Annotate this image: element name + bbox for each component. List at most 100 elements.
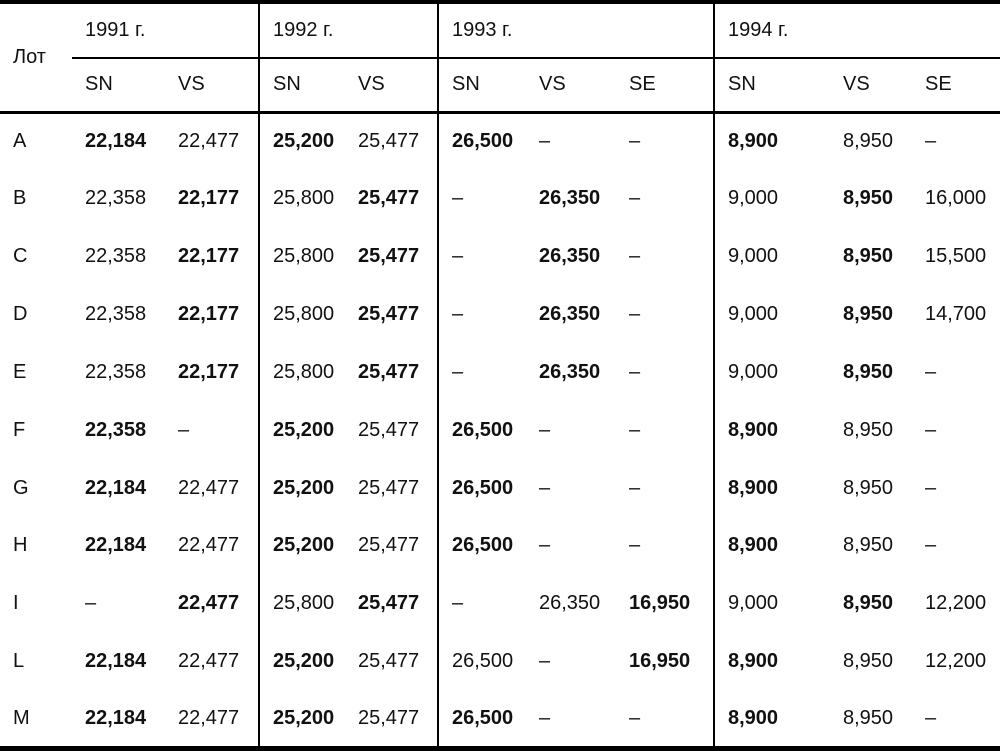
cell-M-sn-1991: 22,184: [85, 706, 147, 729]
cell-I-sn-1992: 25,800: [273, 592, 335, 615]
cell-I-sn-1994: 9,000: [728, 592, 779, 615]
table-row-F: F 22,358–25,200 25,477 26,500– –8,900 8,950–: [0, 401, 1000, 460]
col-header-sn-1994: SN: [714, 58, 830, 114]
cell-L-se-1994: 12,200: [925, 650, 987, 673]
cell-D-sn-1993: –: [452, 303, 464, 325]
cell-M-vs-1992: 25,477: [345, 690, 439, 749]
col-header-vs-1993: VS: [526, 58, 616, 114]
cell-F-sn-1991: 22,358: [85, 418, 147, 441]
year-header-1992: 1992 г.: [259, 2, 439, 59]
cell-B-sn-1991: 22,358: [85, 187, 147, 210]
cell-D-sn-1992: 25,800: [273, 303, 335, 325]
cell-M-sn-1993: 26,500: [452, 706, 514, 729]
cell-F-sn-1994: 8,900: [728, 418, 779, 441]
cell-H-sn-1991: 22,184: [85, 534, 147, 557]
cell-A-sn-1991: 22,184: [85, 130, 147, 153]
cell-H-sn-1993: 26,500: [452, 534, 514, 557]
cell-H-vs-1994: 8,950: [843, 534, 894, 557]
cell-L-sn-1991: 22,184: [85, 650, 147, 673]
cell-G-sn-1994: 8,900: [728, 476, 779, 499]
cell-F-vs-1994: 8,950: [843, 418, 894, 441]
table-row-H: H 22,184 22,477 25,200 25,477 26,500– –8,900 8,…: [0, 517, 1000, 575]
cell-L-sn-1994: 8,900: [728, 650, 779, 673]
cell-I-sn-1991: –: [85, 592, 97, 615]
row-label-B: B: [13, 187, 27, 210]
cell-D-se-1994: 14,700: [925, 303, 987, 325]
cell-M-sn-1994: 8,900: [728, 706, 779, 729]
year-header-row: Лот 1991 г. 1992 г. 1993 г. 1994 г.: [0, 2, 1000, 114]
cell-E-sn-1993: –: [452, 360, 464, 383]
cell-C-vs-1992: 25,477: [345, 227, 439, 286]
cell-M-vs-1991: 22,477: [165, 690, 260, 749]
row-label-C: C: [13, 245, 28, 268]
cell-H-sn-1994: 8,900: [728, 534, 779, 557]
cell-M-se-1993: –: [616, 690, 715, 749]
row-label-H: H: [13, 534, 28, 557]
cell-B-sn-1992: 25,800: [273, 187, 335, 210]
cell-D-vs-1992: 25,477: [345, 285, 439, 344]
col-header-sn-1991: SN: [72, 58, 165, 114]
cell-C-vs-1994: 8,950: [843, 245, 894, 268]
cell-C-vs-1991: 22,177: [165, 227, 260, 286]
cell-E-vs-1993: 26,350: [539, 360, 601, 383]
table-row-G: G 22,184 22,477 25,200 25,477 26,500– –8,900 8,…: [0, 459, 1000, 518]
cell-C-sn-1993: –: [452, 245, 464, 268]
table-body: A 22,184 22,477 25,200 25,477 26,500– –8,900 8,…: [0, 112, 1000, 749]
cell-E-sn-1991: 22,358: [85, 360, 147, 383]
cell-G-sn-1993: 26,500: [452, 476, 514, 499]
cell-H-se-1994: –: [925, 534, 937, 557]
cell-A-vs-1992: 25,477: [345, 112, 439, 170]
row-label-G: G: [13, 476, 29, 499]
cell-F-sn-1993: 26,500: [452, 418, 514, 441]
cell-E-se-1993: –: [616, 343, 715, 402]
col-header-se-1993: SE: [616, 58, 715, 114]
row-label-L: L: [13, 650, 25, 673]
col-header-se-1994: SE: [912, 58, 1000, 114]
year-header-1991: 1991 г.: [72, 2, 260, 59]
cell-E-vs-1992: 25,477: [345, 343, 439, 402]
cell-F-vs-1991: –: [165, 401, 260, 460]
cell-M-vs-1993: –: [539, 706, 551, 729]
subcolumn-header-row: SN VS SN VS SN VS SE SN VS SE: [0, 58, 1000, 114]
cell-B-vs-1991: 22,177: [165, 169, 260, 228]
year-header-1993: 1993 г.: [438, 2, 715, 59]
cell-E-vs-1994: 8,950: [843, 360, 894, 383]
table-row-B: B 22,358 22,177 25,800 25,477–26,350–9,000 8,…: [0, 169, 1000, 228]
cell-L-se-1993: 16,950: [616, 632, 715, 691]
cell-L-vs-1991: 22,477: [165, 632, 260, 691]
cell-L-vs-1993: –: [539, 650, 551, 673]
cell-A-sn-1993: 26,500: [452, 130, 514, 153]
cell-I-vs-1993: 26,350: [539, 592, 601, 615]
cell-E-sn-1992: 25,800: [273, 360, 335, 383]
cell-M-vs-1994: 8,950: [843, 706, 894, 729]
cell-G-sn-1991: 22,184: [85, 476, 147, 499]
cell-G-se-1994: –: [925, 476, 937, 499]
cell-G-se-1993: –: [616, 459, 715, 518]
cell-A-sn-1992: 25,200: [273, 130, 335, 153]
cell-D-sn-1994: 9,000: [728, 303, 779, 325]
cell-A-vs-1991: 22,477: [165, 112, 260, 170]
cell-D-sn-1991: 22,358: [85, 303, 147, 325]
cell-A-vs-1994: 8,950: [843, 130, 894, 153]
col-header-vs-1992: VS: [345, 58, 439, 114]
cell-I-vs-1994: 8,950: [843, 592, 894, 615]
cell-B-sn-1994: 9,000: [728, 187, 779, 210]
cell-H-sn-1992: 25,200: [273, 534, 335, 557]
cell-M-sn-1992: 25,200: [273, 706, 335, 729]
cell-H-se-1993: –: [616, 517, 715, 575]
cell-D-se-1993: –: [616, 285, 715, 344]
cell-G-vs-1991: 22,477: [165, 459, 260, 518]
cell-L-vs-1994: 8,950: [843, 650, 894, 673]
cell-B-vs-1992: 25,477: [345, 169, 439, 228]
cell-H-vs-1991: 22,477: [165, 517, 260, 575]
cell-I-vs-1992: 25,477: [345, 574, 439, 633]
row-label-A: A: [13, 130, 27, 153]
cell-H-vs-1993: –: [539, 534, 551, 557]
cell-F-sn-1992: 25,200: [273, 418, 335, 441]
row-label-D: D: [13, 303, 28, 325]
table-row-M: M 22,184 22,477 25,200 25,477 26,500– –8,900 8,…: [0, 690, 1000, 749]
cell-E-vs-1991: 22,177: [165, 343, 260, 402]
cell-A-se-1994: –: [925, 130, 937, 153]
cell-C-sn-1994: 9,000: [728, 245, 779, 268]
cell-B-se-1993: –: [616, 169, 715, 228]
